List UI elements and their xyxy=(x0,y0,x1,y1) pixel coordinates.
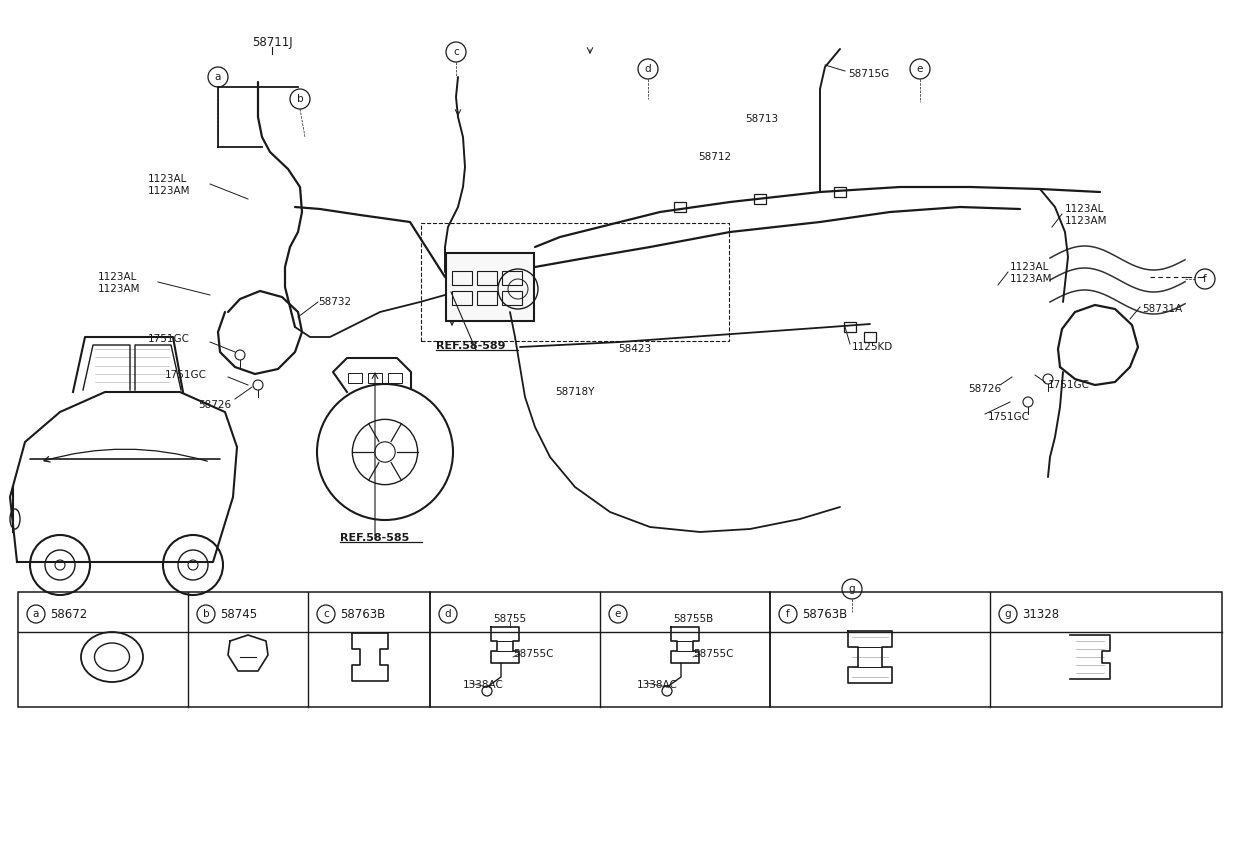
Bar xyxy=(19,592,430,707)
Text: 58731A: 58731A xyxy=(1142,304,1182,314)
Text: 58711J: 58711J xyxy=(252,36,293,48)
Bar xyxy=(502,291,522,305)
Text: d: d xyxy=(645,64,651,74)
Bar xyxy=(477,271,497,285)
Text: 58718Y: 58718Y xyxy=(556,387,594,397)
Text: 1338AC: 1338AC xyxy=(463,680,503,690)
Bar xyxy=(864,332,875,342)
Text: 58712: 58712 xyxy=(698,152,732,162)
Text: REF.58-585: REF.58-585 xyxy=(340,533,409,543)
Text: 1751GC: 1751GC xyxy=(988,412,1030,422)
Bar xyxy=(477,291,497,305)
Text: 58732: 58732 xyxy=(317,297,351,307)
Bar xyxy=(844,322,856,332)
Text: 1123AM: 1123AM xyxy=(148,186,191,196)
Text: c: c xyxy=(324,609,329,619)
Bar xyxy=(453,271,472,285)
Bar xyxy=(388,373,402,383)
Text: a: a xyxy=(32,609,40,619)
Text: g: g xyxy=(848,584,856,594)
Text: 58755C: 58755C xyxy=(513,649,553,659)
Text: 1123AM: 1123AM xyxy=(98,284,140,294)
Text: g: g xyxy=(1004,609,1012,619)
Text: 58755B: 58755B xyxy=(673,614,713,624)
Text: 1123AM: 1123AM xyxy=(1011,274,1053,284)
Text: 58423: 58423 xyxy=(618,344,651,354)
Text: b: b xyxy=(202,609,210,619)
Bar xyxy=(368,373,382,383)
Text: 58672: 58672 xyxy=(50,607,87,621)
Text: 58713: 58713 xyxy=(745,114,779,124)
Text: c: c xyxy=(453,47,459,57)
Text: 1123AL: 1123AL xyxy=(98,272,138,282)
Text: e: e xyxy=(615,609,621,619)
Bar xyxy=(754,194,766,204)
Bar xyxy=(770,592,1221,707)
Text: f: f xyxy=(786,609,790,619)
Text: 1123AL: 1123AL xyxy=(1011,262,1049,272)
Text: d: d xyxy=(445,609,451,619)
Text: 58763B: 58763B xyxy=(340,607,386,621)
Text: 1123AL: 1123AL xyxy=(1065,204,1105,214)
Text: 58763B: 58763B xyxy=(802,607,847,621)
Text: 1751GC: 1751GC xyxy=(165,370,207,380)
Text: 58755C: 58755C xyxy=(693,649,734,659)
Bar xyxy=(422,223,729,341)
Text: 1751GC: 1751GC xyxy=(1048,380,1090,390)
Text: 1123AL: 1123AL xyxy=(148,174,187,184)
Bar xyxy=(430,592,770,707)
Bar xyxy=(446,253,534,321)
Text: 31328: 31328 xyxy=(1022,607,1059,621)
Text: 58745: 58745 xyxy=(219,607,257,621)
Text: 58715G: 58715G xyxy=(848,69,889,79)
Text: 1338AC: 1338AC xyxy=(637,680,678,690)
Text: 58755: 58755 xyxy=(494,614,526,624)
Bar xyxy=(348,373,362,383)
Text: b: b xyxy=(296,94,304,104)
Bar xyxy=(835,187,846,197)
Text: 1123AM: 1123AM xyxy=(1065,216,1107,226)
Bar xyxy=(502,271,522,285)
Text: e: e xyxy=(916,64,924,74)
Text: f: f xyxy=(1203,274,1207,284)
Text: 58726: 58726 xyxy=(968,384,1001,394)
Text: 1125KD: 1125KD xyxy=(852,342,893,352)
Text: 58726: 58726 xyxy=(198,400,231,410)
Bar xyxy=(675,202,686,212)
Text: a: a xyxy=(215,72,221,82)
Text: 1751GC: 1751GC xyxy=(148,334,190,344)
Bar xyxy=(453,291,472,305)
Text: REF.58-589: REF.58-589 xyxy=(436,341,506,351)
